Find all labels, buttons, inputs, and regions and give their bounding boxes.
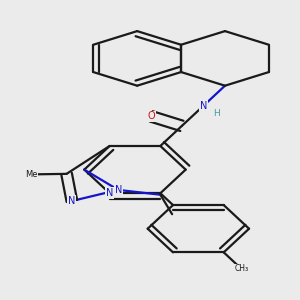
Text: N: N — [68, 196, 76, 206]
Text: Me: Me — [25, 170, 38, 179]
Text: N: N — [115, 185, 122, 195]
Text: CH₃: CH₃ — [234, 264, 248, 273]
Text: N: N — [200, 101, 207, 111]
Text: N: N — [106, 188, 113, 198]
Text: H: H — [213, 109, 220, 118]
Text: O: O — [147, 111, 155, 121]
